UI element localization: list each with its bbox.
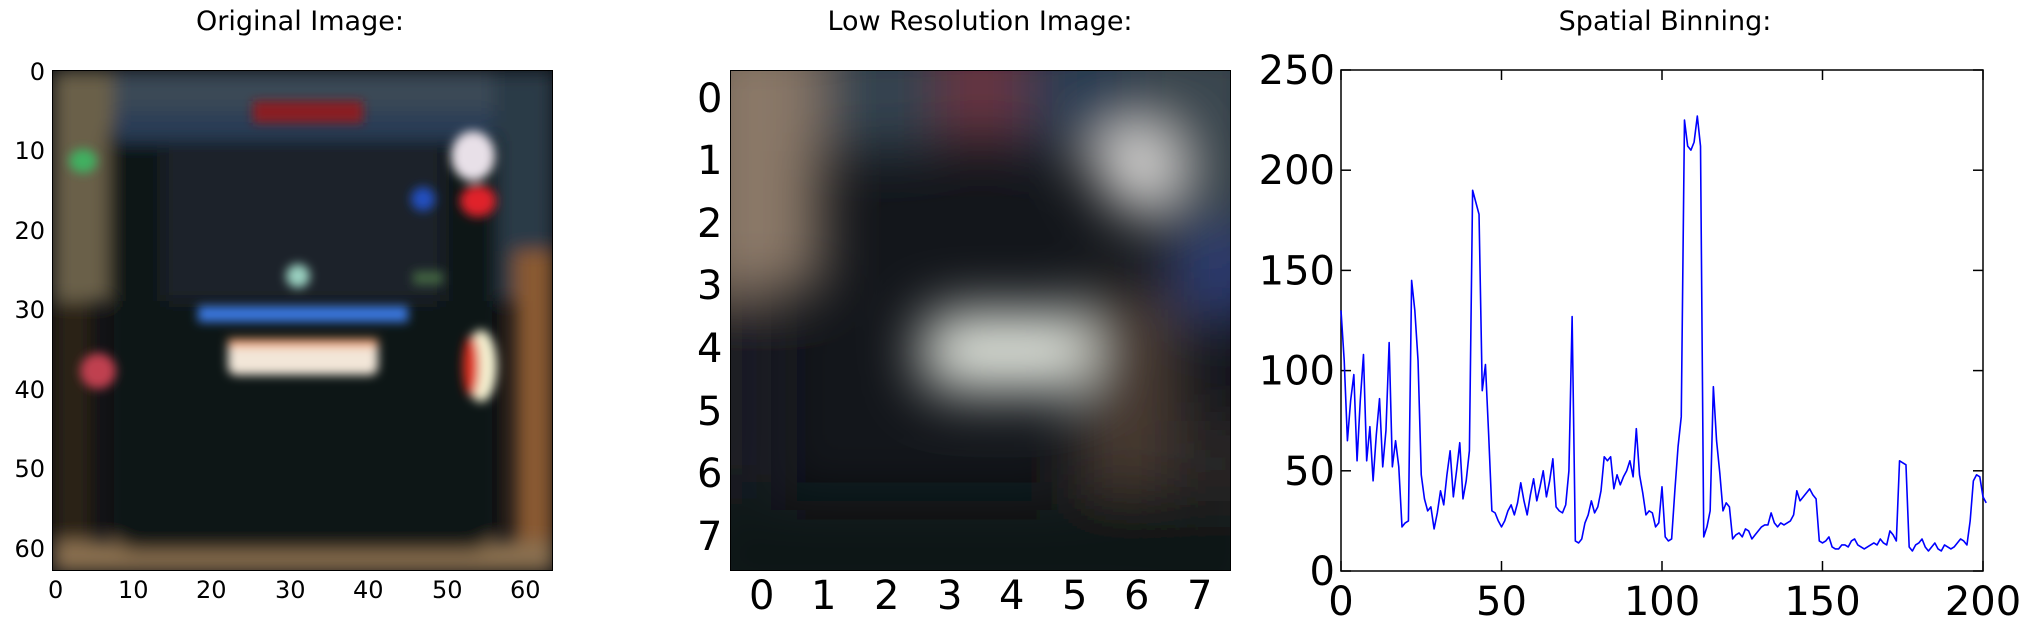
y-tick-label: 200 [1259,148,1335,194]
x-tick-label: 150 [1784,579,1860,625]
y-tick-label: 40 [14,376,45,404]
x-tick-label: 7 [1187,573,1213,619]
y-tick-label: 2 [697,201,723,247]
y-tick-label: 0 [29,58,45,86]
y-tick-label: 1 [697,138,723,184]
x-tick-label: 5 [1062,573,1088,619]
x-tick-label: 0 [749,573,775,619]
y-tick-label: 150 [1259,248,1335,294]
y-tick-label: 10 [14,137,45,165]
y-tick-label: 0 [1310,549,1335,595]
lowres-image-title: Low Resolution Image: [827,6,1133,37]
y-tick-label: 3 [697,263,723,309]
x-tick-label: 50 [1476,579,1527,625]
x-tick-label: 20 [196,576,227,604]
x-tick-label: 0 [1328,579,1353,625]
y-tick-label: 4 [697,326,723,372]
x-tick-label: 10 [118,576,149,604]
x-tick-label: 3 [937,573,963,619]
x-tick-label: 2 [874,573,900,619]
y-tick-label: 5 [697,389,723,435]
series-line [1340,115,1987,552]
y-tick-label: 30 [14,296,45,324]
y-tick-label: 7 [697,514,723,560]
y-tick-label: 20 [14,217,45,245]
y-tick-label: 0 [697,76,723,122]
x-tick-label: 40 [353,576,384,604]
y-tick-label: 60 [14,535,45,563]
lowres-image-canvas [731,71,1230,570]
x-tick-label: 0 [48,576,64,604]
x-tick-label: 30 [275,576,306,604]
x-tick-label: 6 [1124,573,1150,619]
x-tick-label: 4 [999,573,1025,619]
original-image-canvas [53,71,552,570]
y-tick-label: 50 [14,455,45,483]
original-image-title: Original Image: [196,6,404,37]
y-tick-label: 250 [1259,48,1335,94]
original-image [52,70,553,571]
x-tick-label: 1 [811,573,837,619]
spatial-binning-title: Spatial Binning: [1558,6,1772,37]
lowres-image [730,70,1231,571]
x-tick-label: 100 [1624,579,1700,625]
x-tick-label: 50 [432,576,463,604]
x-tick-label: 200 [1945,579,2021,625]
y-tick-label: 100 [1259,349,1335,395]
x-tick-label: 60 [510,576,541,604]
y-tick-label: 6 [697,451,723,497]
y-tick-label: 50 [1284,449,1335,495]
